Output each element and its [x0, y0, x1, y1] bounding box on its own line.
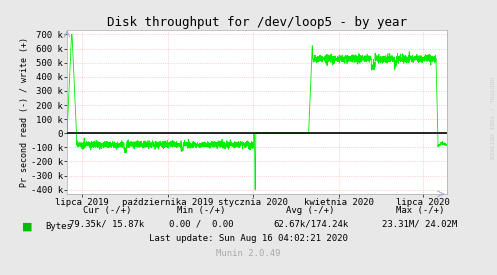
Text: Max (-/+): Max (-/+) — [396, 206, 444, 215]
Text: 79.35k/ 15.87k: 79.35k/ 15.87k — [69, 220, 145, 229]
Text: RRDTOOL / TOBI OETIKER: RRDTOOL / TOBI OETIKER — [488, 77, 493, 160]
Text: Min (-/+): Min (-/+) — [177, 206, 226, 215]
Text: Bytes: Bytes — [46, 222, 73, 231]
Text: 23.31M/ 24.02M: 23.31M/ 24.02M — [382, 220, 458, 229]
Y-axis label: Pr second read (-) / write (+): Pr second read (-) / write (+) — [20, 37, 29, 187]
Title: Disk throughput for /dev/loop5 - by year: Disk throughput for /dev/loop5 - by year — [107, 16, 407, 29]
Text: Avg (-/+): Avg (-/+) — [286, 206, 335, 215]
Text: 0.00 /  0.00: 0.00 / 0.00 — [169, 220, 234, 229]
Text: ■: ■ — [22, 222, 33, 232]
Text: Last update: Sun Aug 16 04:02:21 2020: Last update: Sun Aug 16 04:02:21 2020 — [149, 234, 348, 243]
Text: 62.67k/174.24k: 62.67k/174.24k — [273, 220, 348, 229]
Text: Munin 2.0.49: Munin 2.0.49 — [216, 249, 281, 258]
Text: Cur (-/+): Cur (-/+) — [83, 206, 131, 215]
